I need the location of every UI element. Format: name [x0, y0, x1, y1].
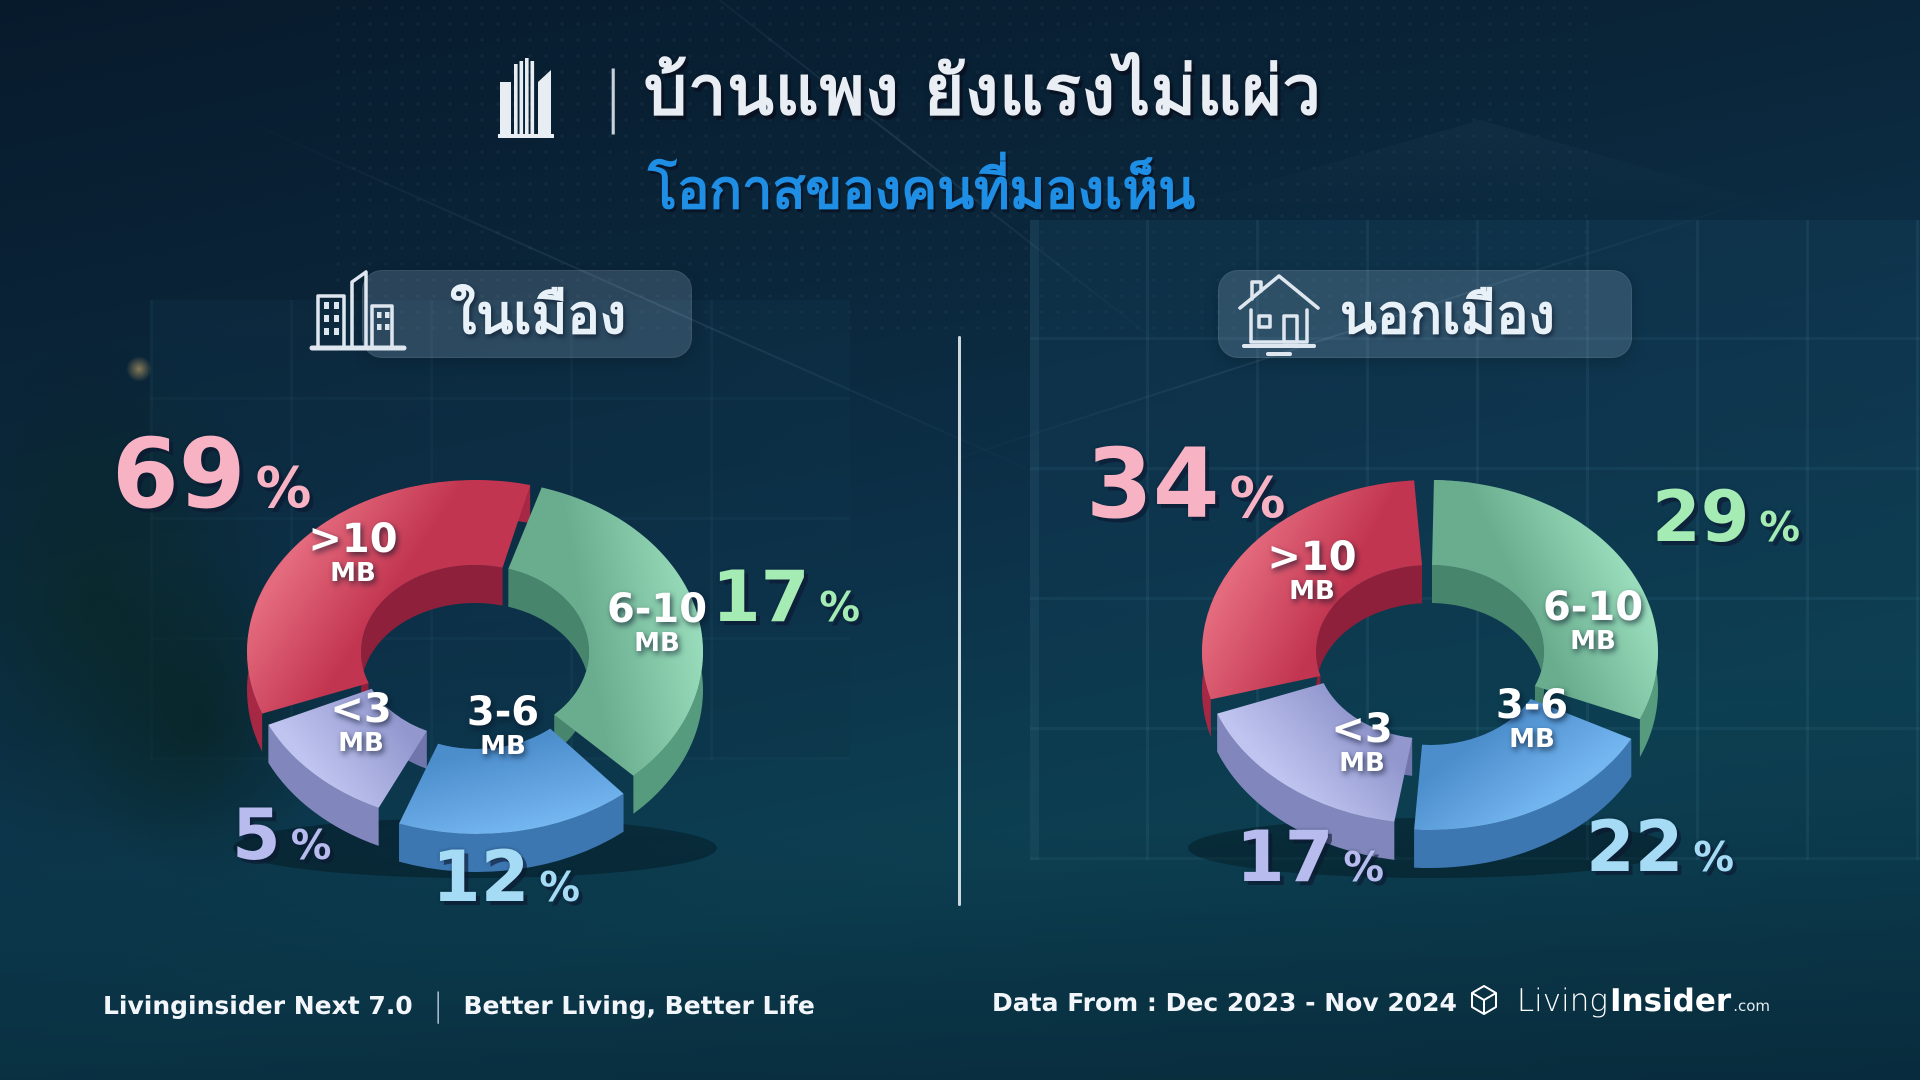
- donut-slice->10: [247, 480, 531, 714]
- donut-slice-3-6: [1414, 698, 1632, 830]
- percent-label-out-city-lt3: 17%: [1236, 816, 1384, 898]
- slice-range: <3: [330, 686, 392, 732]
- percent-label-in-city-lt3: 5%: [232, 794, 331, 876]
- donut-outer-wall-3-6: [399, 793, 624, 872]
- percent-label-in-city-6-10: 17%: [712, 556, 860, 638]
- section-label-in-city: ในเมือง: [450, 283, 627, 346]
- footer-product: Livinginsider Next 7.0: [103, 990, 413, 1020]
- percent-sign: %: [1759, 503, 1801, 551]
- donut-svg: [1188, 480, 1672, 878]
- livinginsider-wordmark: Living Insider .com: [1517, 986, 1770, 1017]
- percent-label-out-city-6-10: 29%: [1652, 476, 1800, 558]
- page-subtitle: โอกาสของคนที่มองเห็น: [648, 158, 1196, 221]
- slice-label-3-6: 3-6 MB: [433, 692, 573, 759]
- slice-range: 6-10: [606, 586, 708, 632]
- center-divider-line: [958, 336, 961, 906]
- percent-sign: %: [290, 821, 332, 869]
- background-halftone-pattern: [330, 0, 1590, 340]
- donut-top-faces: [1202, 480, 1658, 830]
- slice-unit: MB: [480, 730, 526, 761]
- house-icon: [1230, 264, 1330, 364]
- donut-outer-wall-<3: [268, 724, 379, 846]
- slice-label-gt10: >10 MB: [1242, 537, 1382, 604]
- livinginsider-logo-icon: [1469, 984, 1499, 1016]
- footer-left: Livinginsider Next 7.0 | Better Living, …: [103, 986, 815, 1024]
- percent-label-in-city-gt10: 69%: [112, 418, 311, 530]
- donut-chart-in-city: >10 MB 6-10 MB 3-6 MB <3 MB: [195, 437, 755, 947]
- slice-label-6-10: 6-10 MB: [587, 589, 727, 656]
- slice-range: 3-6: [1495, 682, 1569, 728]
- footer-data-from: Data From : Dec 2023 - Nov 2024: [992, 988, 1457, 1017]
- percent-value: 17: [1236, 816, 1334, 898]
- slice-label-lt3: <3 MB: [291, 689, 431, 756]
- slice-range: 6-10: [1542, 584, 1644, 630]
- slice-range: 3-6: [466, 689, 540, 735]
- donut-inner-wall->10: [1316, 565, 1423, 714]
- donut-slice-6-10: [508, 487, 703, 776]
- donut-slice-6-10: [1431, 480, 1658, 720]
- percent-sign: %: [1343, 843, 1385, 891]
- slice-unit: MB: [330, 557, 376, 588]
- percent-sign: %: [1693, 833, 1735, 881]
- percent-sign: %: [1229, 466, 1286, 531]
- slice-label-3-6: 3-6 MB: [1462, 685, 1602, 752]
- percent-value: 17: [712, 556, 810, 638]
- slice-unit: MB: [1339, 747, 1385, 778]
- buildings-skyline-icon: [498, 48, 580, 140]
- brand-insider: Insider: [1610, 983, 1732, 1019]
- percent-label-out-city-3-6: 22%: [1586, 806, 1734, 888]
- footer-tagline: Better Living, Better Life: [463, 990, 815, 1020]
- slice-range: <3: [1331, 706, 1393, 752]
- slice-label-lt3: <3 MB: [1292, 709, 1432, 776]
- slice-unit: MB: [1289, 575, 1335, 606]
- percent-value: 69: [112, 418, 246, 530]
- percent-label-out-city-gt10: 34%: [1086, 428, 1285, 540]
- percent-value: 22: [1586, 806, 1684, 888]
- percent-value: 29: [1652, 476, 1750, 558]
- slice-range: >10: [1267, 534, 1357, 580]
- slice-range: >10: [308, 516, 398, 562]
- slice-unit: MB: [1570, 625, 1616, 656]
- background-glow-dot: [126, 356, 152, 382]
- slice-label-6-10: 6-10 MB: [1518, 587, 1668, 654]
- percent-sign: %: [819, 583, 861, 631]
- brand-living: Living: [1516, 983, 1608, 1019]
- percent-value: 12: [432, 836, 530, 918]
- percent-value: 34: [1086, 428, 1220, 540]
- donut-chart-out-of-city: >10 MB 6-10 MB 3-6 MB <3 MB: [1150, 437, 1710, 947]
- donut-inner-wall-6-10: [1431, 565, 1544, 724]
- donut-inner-wall->10: [361, 565, 503, 722]
- slice-label-gt10: >10 MB: [283, 519, 423, 586]
- city-buildings-icon: [308, 260, 412, 364]
- slice-unit: MB: [1509, 723, 1555, 754]
- donut-slice-3-6: [399, 728, 624, 834]
- donut-slice-<3: [268, 688, 427, 808]
- donut-slice->10: [1202, 480, 1423, 700]
- percent-sign: %: [255, 456, 312, 521]
- section-header-out-of-city: นอกเมือง: [1218, 270, 1632, 358]
- donut-outer-wall-<3: [1217, 713, 1395, 860]
- percent-sign: %: [539, 863, 581, 911]
- donut-slice-<3: [1217, 683, 1413, 822]
- donut-top-faces: [247, 480, 703, 834]
- donut-outer-wall-3-6: [1414, 738, 1632, 868]
- title-divider: |: [602, 58, 625, 135]
- section-label-out-of-city: นอกเมือง: [1340, 283, 1555, 346]
- slice-unit: MB: [634, 627, 680, 658]
- percent-value: 5: [232, 794, 281, 876]
- footer-right: Data From : Dec 2023 - Nov 2024 Living In…: [992, 984, 1770, 1017]
- percent-label-in-city-3-6: 12%: [432, 836, 580, 918]
- brand-tld: .com: [1733, 997, 1770, 1015]
- page-title: บ้านแพง ยังแรงไม่แผ่ว: [644, 52, 1322, 131]
- footer-divider: |: [432, 986, 444, 1024]
- donut-svg: [233, 480, 717, 878]
- section-header-in-city: ในเมือง: [309, 270, 692, 358]
- slice-unit: MB: [338, 727, 384, 758]
